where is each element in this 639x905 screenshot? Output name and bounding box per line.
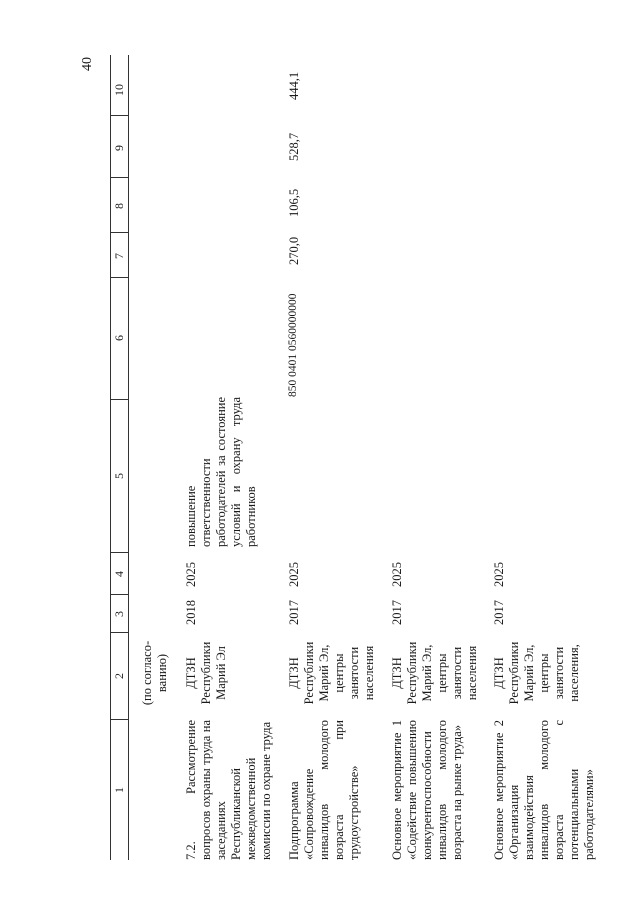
col-sep [110,277,129,278]
col-sep [110,552,129,553]
column-number: 7 [112,253,126,259]
table-cell-end-year: 2025 [390,562,404,587]
table-cell-value: 270,0 [287,236,301,265]
col-sep [110,594,129,595]
table-cell-end-year: 2025 [492,562,506,587]
table-cell-measure: Основное мероприятие 2 «Организация взаи… [492,720,596,860]
table-cell-responsible: ДТЗН Республики Марий Эл [184,641,228,705]
table-cell-start-year: 2017 [390,600,404,625]
col-sep [110,719,129,720]
table-cell-responsible: (по согласо- ванию) [140,640,169,706]
column-number: 9 [112,145,126,151]
col-sep [110,177,129,178]
header-top-rule [110,55,111,860]
table-cell-end-year: 2025 [184,562,198,587]
table-cell-measure: 7.2. Рассмотрение вопросов охраны труда … [184,720,273,860]
table-cell-responsible: ДТЗН Республики Марий Эл, центры занятос… [287,641,376,705]
table-cell-value: 528,7 [287,132,301,161]
col-sep [110,115,129,116]
table-cell-start-year: 2018 [184,600,198,625]
table-cell-measure: Подпрограмма «Сопровождение инвалидов мо… [287,720,361,860]
table-cell-measure: Основное мероприятие 1 «Содействие повыш… [390,720,464,860]
column-number: 8 [112,203,126,209]
column-number: 10 [112,84,126,96]
table-cell-start-year: 2017 [287,600,301,625]
table-cell-budget-code: 850 0401 0560000000 [287,293,299,398]
col-sep [110,399,129,400]
column-number: 2 [112,673,126,679]
table-cell-end-year: 2025 [287,562,301,587]
column-number: 4 [112,571,126,577]
table-cell-value: 106,5 [287,188,301,217]
column-number: 5 [112,473,126,479]
table-cell-value: 444,1 [287,71,301,100]
table-cell-responsible: ДТЗН Республики Марий Эл, центры занятос… [390,641,479,705]
column-number: 1 [112,787,126,793]
column-number: 3 [112,611,126,617]
col-sep [110,632,129,633]
table-cell-start-year: 2017 [492,600,506,625]
table-cell-responsible: ДТЗН Республики Марий Эл, центры занятос… [492,641,581,705]
table-cell-result: повышение ответственности работодателей … [184,397,258,547]
header-bottom-rule [128,55,129,860]
column-number: 6 [112,335,126,341]
col-sep [110,232,129,233]
